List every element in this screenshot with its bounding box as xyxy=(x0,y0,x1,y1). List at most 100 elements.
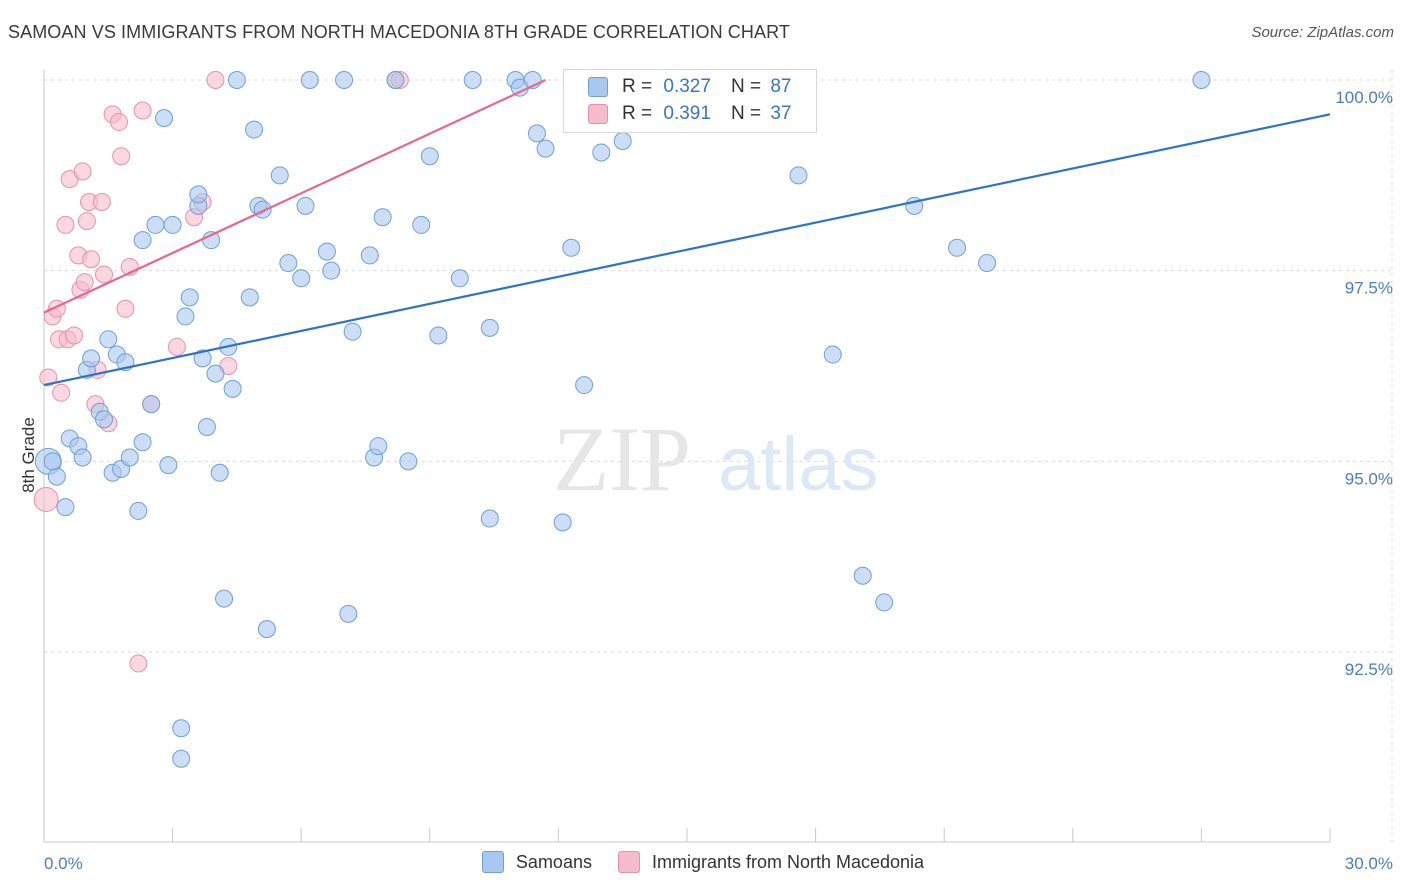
legend-r-value: 0.391 xyxy=(663,103,711,124)
legend-swatch-pink xyxy=(588,104,608,124)
data-point-samoans xyxy=(420,147,439,166)
bottom-legend-swatch-pink xyxy=(617,851,640,873)
data-point-samoans xyxy=(399,452,418,471)
data-point-samoans xyxy=(47,467,66,486)
data-point-samoans xyxy=(575,376,594,395)
series-blue-points xyxy=(34,71,1211,768)
watermark-zip: ZIP xyxy=(553,408,691,510)
data-point-macedonia xyxy=(129,654,148,673)
data-point-samoans xyxy=(206,364,225,383)
data-point-samoans xyxy=(215,589,234,608)
data-point-samoans xyxy=(227,71,246,89)
data-point-samoans xyxy=(450,269,469,288)
data-point-samoans xyxy=(129,501,148,520)
bottom-legend-label: Immigrants from North Macedonia xyxy=(651,851,925,872)
trend-lines xyxy=(43,79,1331,387)
data-point-macedonia xyxy=(112,147,131,166)
y-axis-label: 8th Grade xyxy=(19,417,38,493)
data-point-samoans xyxy=(120,448,139,467)
data-point-samoans xyxy=(95,410,114,429)
data-point-samoans xyxy=(322,261,341,280)
bottom-legend-label: Samoans xyxy=(515,851,592,872)
data-point-macedonia xyxy=(167,337,186,356)
data-point-samoans xyxy=(159,456,178,475)
data-point-macedonia xyxy=(52,383,71,402)
data-point-macedonia xyxy=(133,101,152,120)
data-point-samoans xyxy=(613,132,632,151)
data-point-macedonia xyxy=(75,273,94,292)
data-point-macedonia xyxy=(82,250,101,269)
data-point-samoans xyxy=(146,215,165,234)
data-point-macedonia xyxy=(33,486,59,512)
data-point-samoans xyxy=(978,254,997,273)
data-point-samoans xyxy=(155,109,174,128)
data-point-macedonia xyxy=(110,112,129,131)
data-point-samoans xyxy=(1192,71,1211,89)
data-point-macedonia xyxy=(56,215,75,234)
data-point-samoans xyxy=(82,349,101,368)
data-point-samoans xyxy=(480,318,499,337)
bottom-legend: Samoans Immigrants from North Macedonia xyxy=(0,851,1406,873)
data-point-macedonia xyxy=(116,299,135,318)
data-point-samoans xyxy=(245,120,264,139)
data-point-samoans xyxy=(240,288,259,307)
data-point-samoans xyxy=(463,71,482,89)
data-point-samoans xyxy=(412,215,431,234)
data-point-samoans xyxy=(133,433,152,452)
x-tick-label: 0.0% xyxy=(44,854,83,873)
data-point-samoans xyxy=(536,139,555,158)
y-tick-label: 97.5% xyxy=(1345,279,1393,298)
data-point-samoans xyxy=(210,463,229,482)
watermark: ZIP atlas xyxy=(553,408,879,510)
legend-n-value: 87 xyxy=(770,76,792,97)
data-point-samoans xyxy=(257,620,276,639)
bottom-legend-macedonia: Immigrants from North Macedonia xyxy=(617,851,925,873)
data-point-macedonia xyxy=(65,326,84,345)
data-point-samoans xyxy=(176,307,195,326)
legend-r-label: R = xyxy=(622,76,653,97)
legend-n-label: N = xyxy=(730,76,762,97)
data-point-samoans xyxy=(853,566,872,585)
data-point-samoans xyxy=(948,238,967,257)
data-point-macedonia xyxy=(73,162,92,181)
data-point-samoans xyxy=(142,395,161,414)
data-point-samoans xyxy=(335,71,354,89)
data-point-macedonia xyxy=(39,368,58,387)
data-point-samoans xyxy=(386,71,405,89)
data-point-samoans xyxy=(823,345,842,364)
data-point-samoans xyxy=(296,196,315,215)
data-point-samoans xyxy=(133,231,152,250)
data-point-samoans xyxy=(189,185,208,204)
legend-swatch-blue xyxy=(588,77,608,97)
trend-line-macedonia xyxy=(43,79,547,314)
y-tick-label: 92.5% xyxy=(1345,660,1393,679)
y-tick-label: 95.0% xyxy=(1345,469,1393,488)
data-point-samoans xyxy=(360,246,379,265)
data-point-samoans xyxy=(56,498,75,517)
data-point-samoans xyxy=(875,593,894,612)
data-point-samoans xyxy=(163,215,182,234)
data-point-samoans xyxy=(369,437,388,456)
data-point-samoans xyxy=(223,379,242,398)
data-point-samoans xyxy=(172,749,191,768)
data-point-macedonia xyxy=(77,212,96,231)
data-point-samoans xyxy=(343,322,362,341)
trend-line-samoans xyxy=(43,113,1331,387)
data-point-samoans xyxy=(43,452,62,471)
data-point-samoans xyxy=(789,166,808,185)
data-point-samoans xyxy=(480,509,499,528)
chart-title: SAMOAN VS IMMIGRANTS FROM NORTH MACEDONI… xyxy=(8,22,790,42)
data-point-samoans xyxy=(562,238,581,257)
data-point-samoans xyxy=(172,719,191,738)
legend-row-macedonia: R = 0.391 N = 37 xyxy=(588,101,791,127)
data-point-macedonia xyxy=(92,193,111,212)
data-point-samoans xyxy=(180,288,199,307)
data-point-samoans xyxy=(193,349,212,368)
data-point-samoans xyxy=(292,269,311,288)
data-point-samoans xyxy=(317,242,336,261)
data-point-samoans xyxy=(339,604,358,623)
data-point-samoans xyxy=(73,448,92,467)
data-point-samoans xyxy=(279,254,298,273)
data-point-samoans xyxy=(373,208,392,227)
